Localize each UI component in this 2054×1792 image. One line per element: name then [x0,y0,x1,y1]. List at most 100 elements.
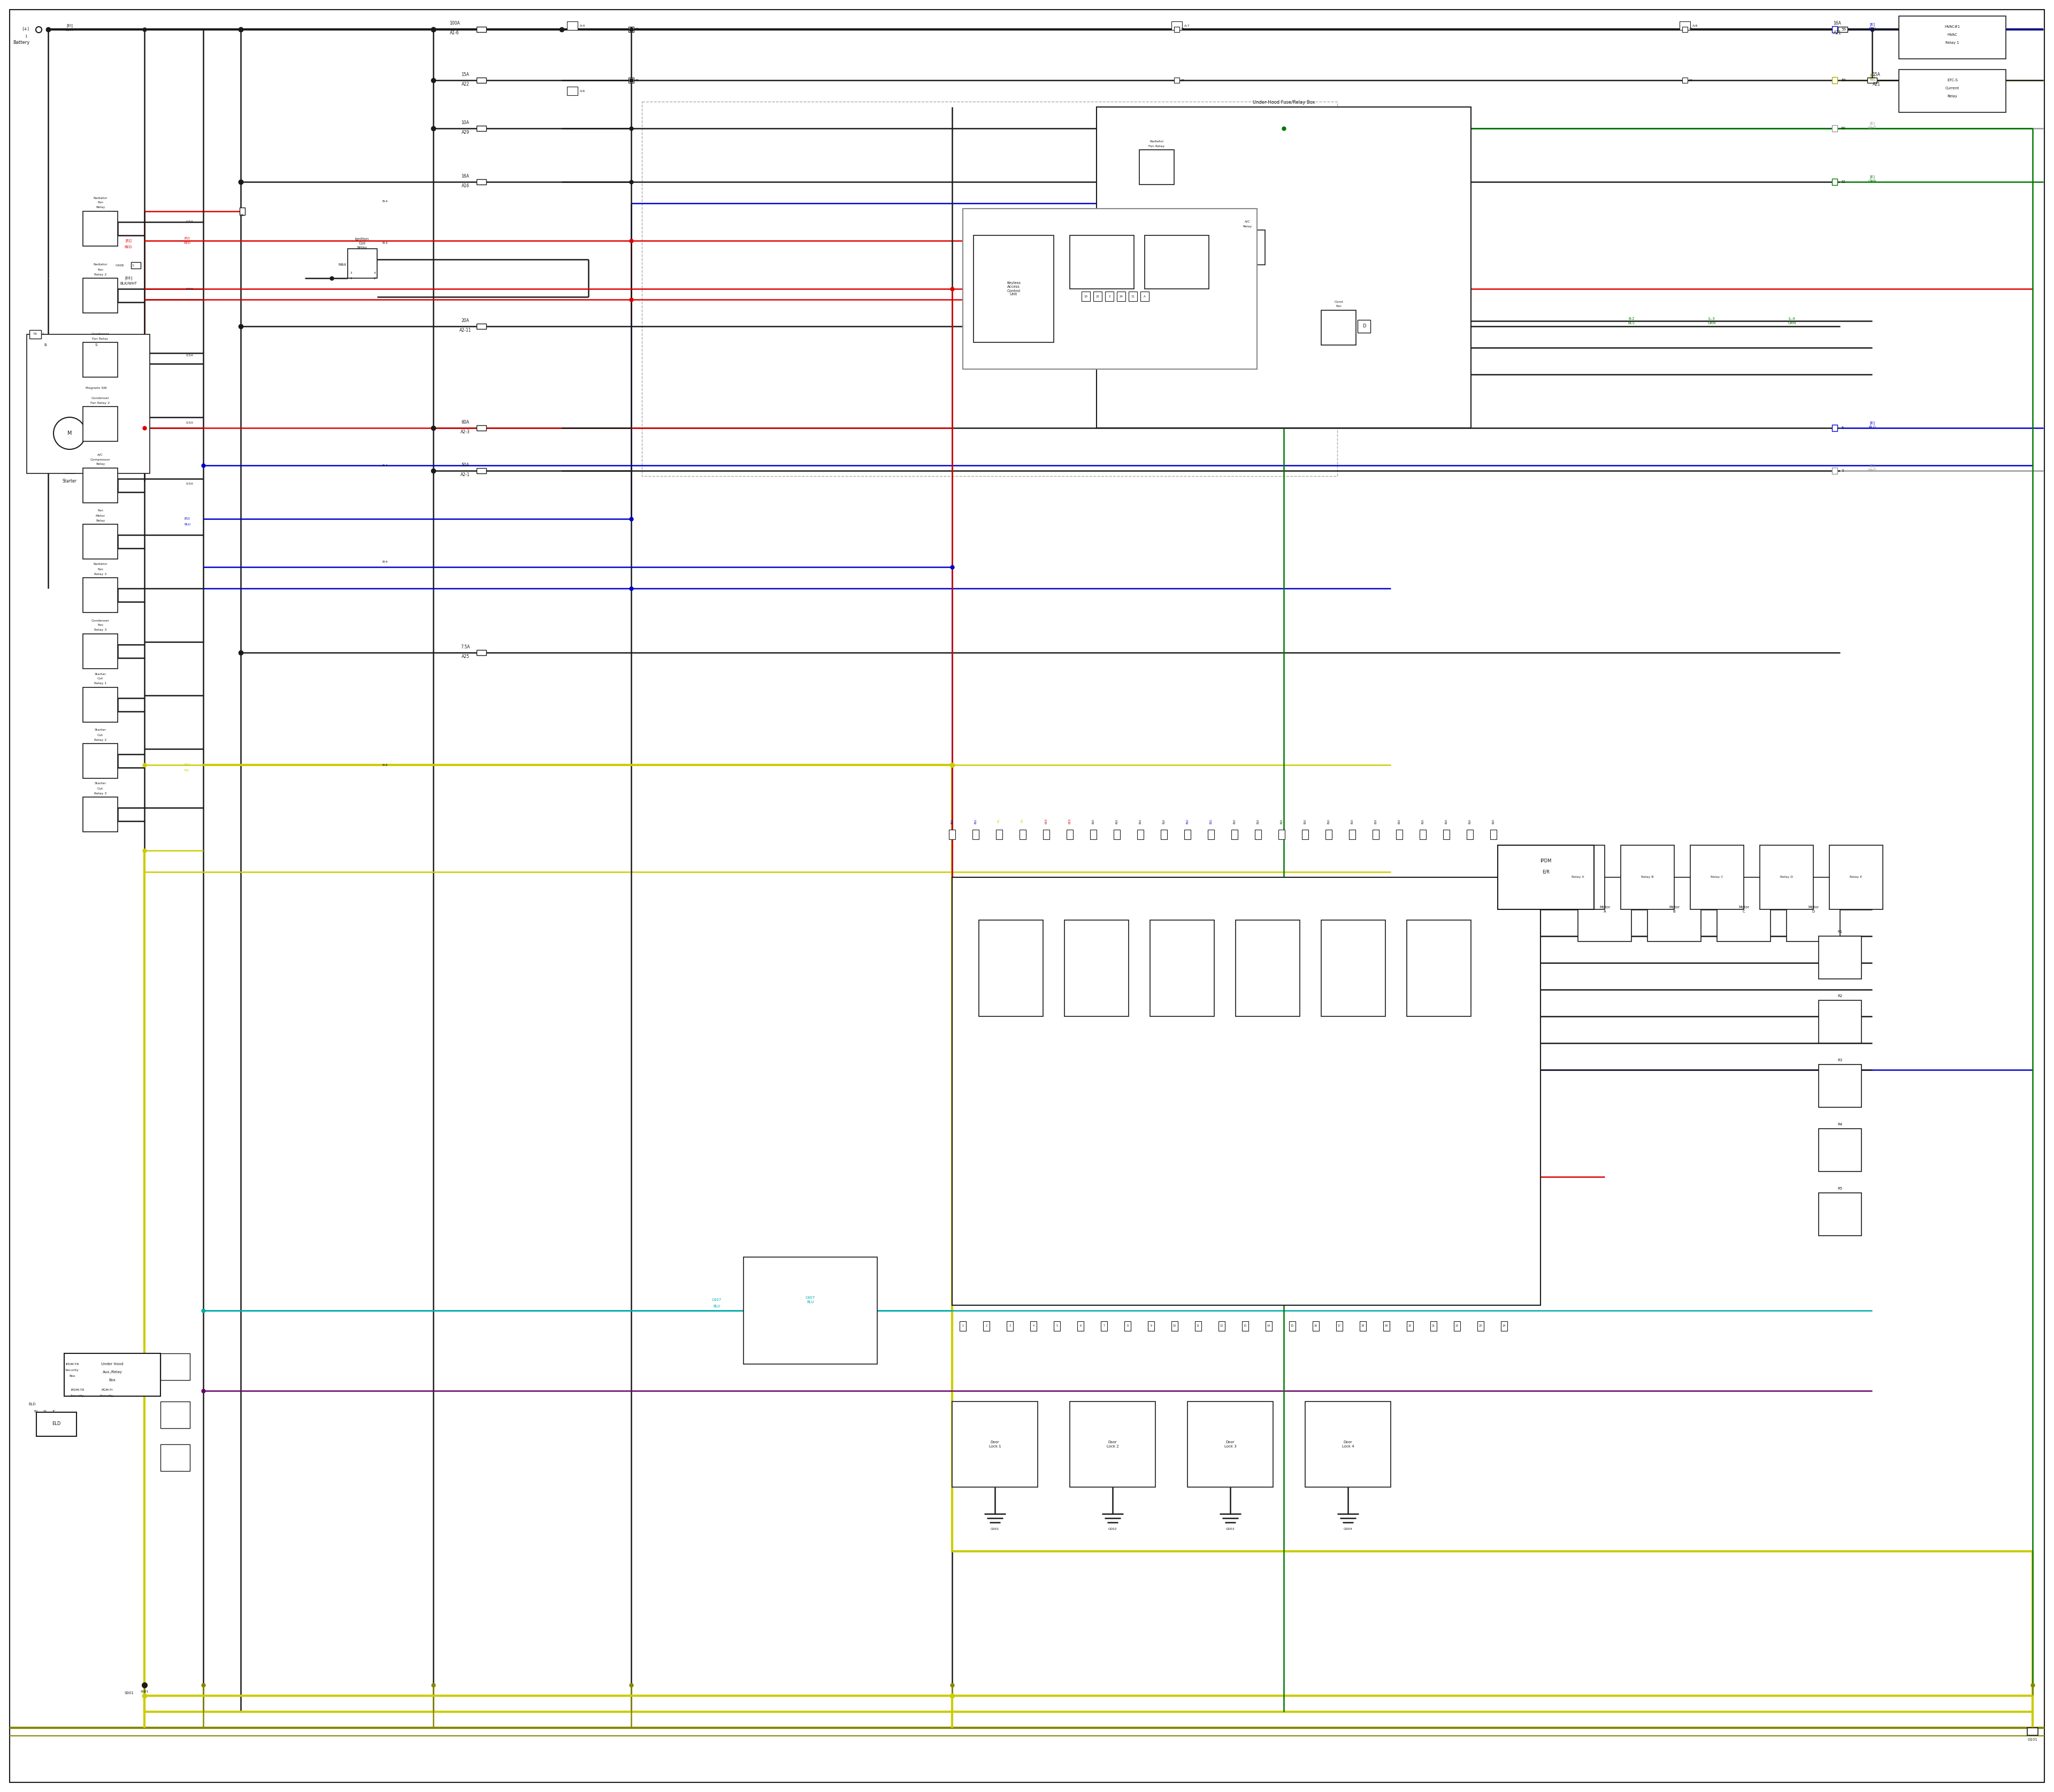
Text: S001: S001 [123,1692,134,1695]
Text: 10: 10 [1173,1324,1177,1328]
Bar [1265,1321,1271,1331]
Bar [1302,830,1308,839]
Bar [1832,179,1838,185]
Text: Relay 3: Relay 3 [94,792,107,794]
Bar [477,77,487,82]
Bar [477,179,487,185]
Bar [1382,1321,1391,1331]
Bar [160,1401,189,1428]
Text: (+): (+) [23,27,29,32]
Text: Relay E: Relay E [1851,876,1863,878]
Text: Relay: Relay [97,520,105,521]
Text: WHT: WHT [1867,468,1877,471]
Bar [1832,77,1838,84]
Text: A-8: A-8 [1692,25,1699,27]
Bar [82,407,117,441]
Text: BLU: BLU [1185,819,1189,824]
Bar [1144,235,1210,289]
Text: C407
BLU: C407 BLU [805,1296,815,1303]
Text: 0.5A: 0.5A [187,482,193,486]
Bar [1680,22,1690,30]
Text: R2: R2 [1838,995,1842,998]
Text: Door
Lock 1: Door Lock 1 [988,1441,1000,1448]
Text: BLK: BLK [1140,819,1142,824]
Text: WHT: WHT [66,29,74,32]
Text: Fan: Fan [97,269,103,271]
Bar [2027,1727,2038,1735]
Bar [1818,1000,1861,1043]
Text: [EJ]: [EJ] [185,763,191,767]
Bar [82,278,117,314]
Text: 21: 21 [1432,1324,1436,1328]
Bar [1019,830,1025,839]
Bar [641,102,1337,477]
Bar [82,577,117,613]
Text: 15: 15 [1290,1324,1294,1328]
Text: 59: 59 [1181,29,1185,30]
Text: YEL: YEL [1021,819,1025,824]
Text: A1-6: A1-6 [450,30,460,36]
Bar [477,125,487,131]
Text: [EJ]: [EJ] [185,518,191,520]
Bar [1621,846,1674,909]
Text: C408: C408 [115,263,123,267]
Text: R5: R5 [1838,1186,1842,1190]
Text: Fan: Fan [97,509,103,513]
Text: BLK: BLK [1280,819,1284,824]
Text: Cut: Cut [97,677,103,681]
Bar [1832,425,1838,432]
Text: 20A: 20A [462,319,468,323]
Bar [1218,1321,1224,1331]
Text: [E]: [E] [1869,73,1875,77]
Bar [1838,27,1847,32]
Text: [E]: [E] [1869,23,1875,27]
Bar [1337,1321,1343,1331]
Bar [1407,919,1471,1016]
Text: Motor
A: Motor A [1600,907,1610,912]
Bar [974,235,1054,342]
Text: 10: 10 [1085,296,1089,297]
Bar [972,830,980,839]
Text: BLU: BLU [951,819,953,824]
Text: BLU: BLU [1210,819,1212,824]
Bar [477,27,487,32]
Text: Current: Current [1945,86,1960,90]
Bar [963,208,1257,369]
Text: A2-1: A2-1 [460,473,470,477]
Text: Relay 1: Relay 1 [94,683,107,685]
Text: BLU: BLU [185,523,191,525]
Text: [E]: [E] [1869,122,1875,125]
Text: 11: 11 [1197,1324,1200,1328]
Text: BLU: BLU [1869,426,1875,428]
Text: BLK: BLK [1093,819,1095,824]
Bar [131,262,140,269]
Bar [1031,1321,1037,1331]
Bar [1304,1401,1391,1487]
Bar [1064,919,1128,1016]
Bar [1230,229,1265,265]
Text: Cut: Cut [97,787,103,790]
Text: Magneto SW: Magneto SW [86,387,107,389]
Bar [996,830,1002,839]
Bar [160,1444,189,1471]
Bar [567,22,577,30]
Text: A29: A29 [462,131,468,134]
Text: Relay: Relay [1947,95,1957,99]
Text: GRN: GRN [1867,179,1875,183]
Bar [1043,830,1050,839]
Text: C407: C407 [713,1297,721,1301]
Bar [1491,830,1497,839]
Bar [1093,292,1101,301]
Text: Relay D: Relay D [1781,876,1793,878]
Text: Relay: Relay [97,206,105,210]
Bar [1419,830,1425,839]
Text: A22: A22 [462,82,468,88]
Text: Aux./Relay: Aux./Relay [103,1371,123,1374]
Text: Condenser: Condenser [90,396,109,400]
Text: E/R: E/R [1543,869,1549,874]
Bar [949,830,955,839]
Bar [1138,830,1144,839]
Bar [1358,321,1370,333]
Bar [1682,27,1688,32]
Bar [1818,1193,1861,1236]
